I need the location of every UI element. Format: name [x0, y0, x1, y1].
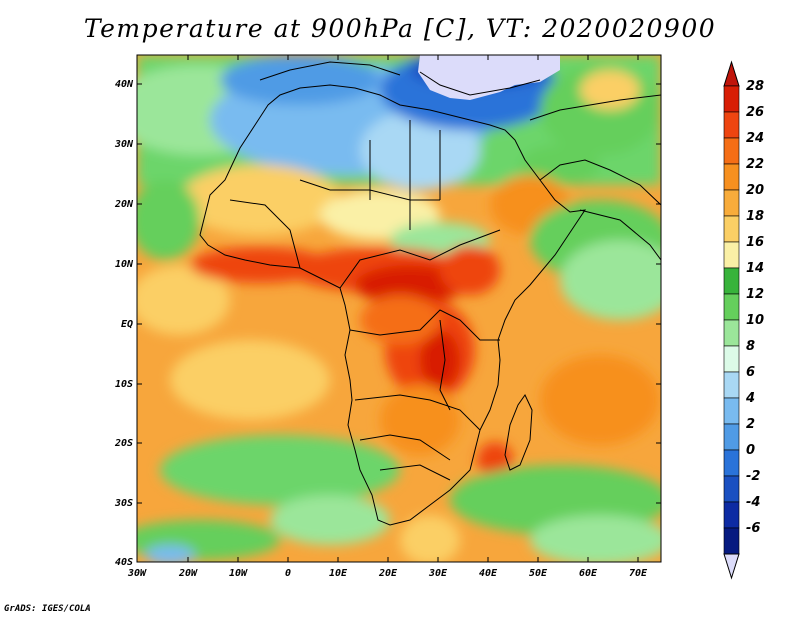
lon-label: 10E	[329, 568, 348, 579]
colorbar-label: 6	[746, 365, 755, 380]
coastlines	[199, 61, 661, 526]
colorbar-max-triangle	[723, 60, 740, 87]
cold-region-europe	[418, 55, 560, 100]
colorbar-label: 28	[746, 79, 764, 94]
colorbar-swatch	[723, 111, 740, 139]
colorbar-label: -4	[746, 495, 760, 510]
colorbar-swatch	[723, 267, 740, 295]
lat-label: 40N	[115, 79, 134, 90]
lon-label: 20E	[378, 568, 398, 579]
colorbar-swatch	[723, 215, 740, 243]
latitude-labels: 40N 30N 20N 10N EQ 10S 20S 30S 40S	[114, 79, 134, 568]
lon-label: 70E	[629, 568, 648, 579]
lat-label: 30S	[114, 498, 133, 509]
colorbar-label: 20	[746, 183, 764, 198]
lon-label: 30W	[127, 568, 147, 579]
lon-label: 30E	[428, 568, 448, 579]
lat-label: 40S	[115, 557, 133, 568]
colorbar-swatch	[723, 371, 740, 399]
colorbar-swatch	[723, 293, 740, 321]
colorbar-swatch	[723, 475, 740, 503]
colorbar-label: 4	[745, 391, 755, 406]
colorbar-swatch	[723, 345, 740, 373]
colorbar-label: -2	[746, 469, 760, 484]
colorbar-label: 10	[746, 313, 764, 328]
lat-label: EQ	[121, 319, 133, 330]
colorbar-swatch	[723, 527, 740, 555]
grads-credit: GrADS: IGES/COLA	[4, 604, 91, 614]
lat-label: 10N	[115, 259, 134, 270]
madagascar-coast	[504, 394, 533, 471]
colorbar-swatch	[723, 397, 740, 425]
colorbar-swatch	[723, 137, 740, 165]
lat-label: 30N	[114, 139, 134, 150]
colorbar-label: 0	[746, 443, 755, 458]
colorbar-swatch	[723, 319, 740, 347]
plot-frame	[136, 54, 662, 563]
lon-label: 10W	[229, 568, 248, 579]
temperature-field	[137, 55, 661, 562]
map-title: Temperature at 900hPa [C], VT: 202002090…	[83, 14, 717, 43]
colorbar	[723, 60, 740, 580]
colorbar-swatch	[723, 163, 740, 191]
colorbar-min-triangle	[723, 553, 740, 580]
colorbar-swatch	[723, 423, 740, 451]
colorbar-label: -6	[746, 521, 760, 536]
colorbar-label: 24	[746, 131, 764, 146]
lat-label: 20N	[114, 199, 134, 210]
colorbar-swatch	[723, 189, 740, 217]
colorbar-label: 12	[746, 287, 764, 302]
axis-ticks	[136, 55, 661, 563]
colorbar-label: 16	[746, 235, 764, 250]
lon-label: 0	[285, 568, 291, 579]
colorbar-label: 14	[746, 261, 764, 276]
colorbar-label: 18	[746, 209, 764, 224]
lon-label: 60E	[579, 568, 598, 579]
lat-label: 20S	[114, 438, 133, 449]
lon-label: 20W	[178, 568, 198, 579]
colorbar-swatch	[723, 501, 740, 529]
colorbar-swatch	[723, 85, 740, 113]
longitude-labels: 30W 20W 10W 0 10E 20E 30E 40E 50E 60E 70E	[127, 568, 648, 579]
colorbar-swatch	[723, 449, 740, 477]
lat-label: 10S	[115, 379, 133, 390]
lon-label: 40E	[479, 568, 498, 579]
colorbar-label: 22	[746, 157, 764, 172]
colorbar-label: 8	[746, 339, 755, 354]
colorbar-swatch	[723, 241, 740, 269]
lon-label: 50E	[529, 568, 548, 579]
colorbar-label: 2	[746, 417, 755, 432]
colorbar-label: 26	[746, 105, 764, 120]
